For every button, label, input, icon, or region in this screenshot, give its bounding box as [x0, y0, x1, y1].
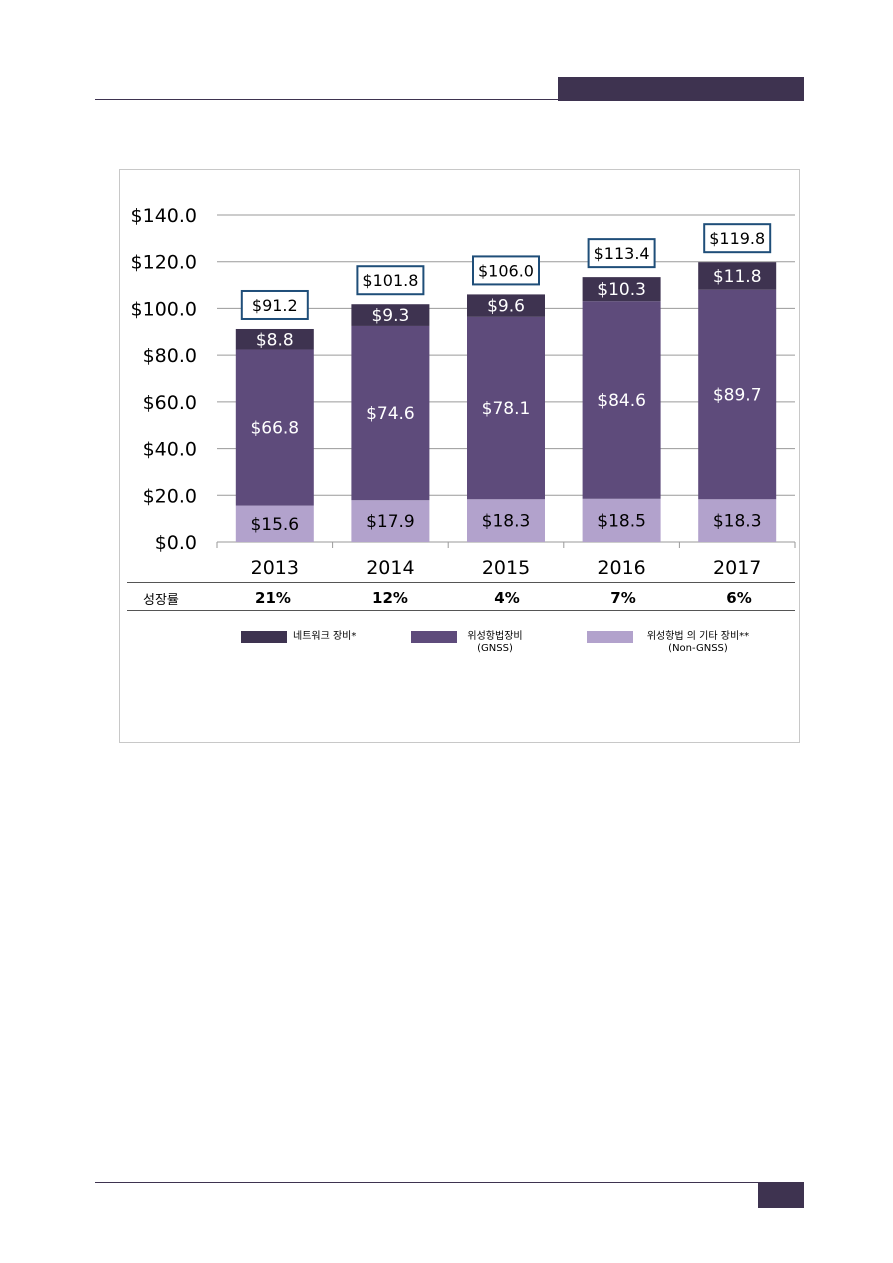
growth-row-label: 성장률 [143, 593, 179, 608]
bar-value-label-gnss: $89.7 [713, 385, 762, 405]
bar-value-label-non-gnss: $18.3 [482, 512, 531, 532]
bar-segment-non-gnss [582, 498, 661, 542]
x-category-label: 2017 [713, 557, 761, 579]
header-rule [95, 99, 558, 100]
total-value-label: $101.8 [362, 271, 418, 290]
chart-frame [119, 169, 800, 743]
total-value-box [472, 255, 540, 286]
bar-segment-network [698, 262, 777, 290]
bar-value-label-non-gnss: $17.9 [366, 512, 415, 532]
bar-segment-non-gnss [235, 505, 314, 542]
growth-bottom-rule [127, 610, 795, 611]
bar-value-label-network: $11.8 [713, 267, 762, 287]
legend-gnss-line1: 위성항법장비 [467, 631, 523, 642]
bar-value-label-network: $9.6 [487, 297, 525, 317]
growth-value-2016: 7% [610, 589, 636, 607]
x-category-label: 2014 [366, 557, 414, 579]
bar-segment-gnss [467, 316, 545, 500]
bar-value-label-gnss: $78.1 [482, 399, 531, 419]
footer-rule [95, 1182, 758, 1183]
bar-value-label-non-gnss: $15.6 [250, 515, 299, 535]
legend-non-gnss-line2: (Non-GNSS) [668, 643, 728, 654]
bar-value-label-gnss: $84.6 [597, 391, 646, 411]
bar-segment-non-gnss [467, 499, 545, 542]
y-tick-label: $120.0 [131, 252, 197, 274]
bar-segment-gnss [698, 289, 777, 500]
total-value-label: $91.2 [252, 296, 298, 315]
total-value-label: $113.4 [594, 244, 650, 263]
y-tick-label: $140.0 [131, 205, 197, 227]
legend-network-line1: 네트워크 장비* [293, 631, 357, 642]
header-accent-bar [558, 77, 804, 101]
bar-segment-non-gnss [351, 500, 430, 542]
y-tick-label: $100.0 [131, 298, 197, 320]
bar-segment-network [351, 304, 430, 326]
legend-non-gnss-line1: 위성항법 의 기타 장비** [646, 631, 750, 642]
y-tick-label: $60.0 [143, 392, 197, 414]
x-category-label: 2015 [482, 557, 530, 579]
legend-swatch-gnss [411, 631, 457, 643]
legend-label-non-gnss: 위성항법 의 기타 장비** (Non-GNSS) [636, 631, 760, 655]
legend-label-network: 네트워크 장비* [293, 631, 373, 643]
x-category-label: 2013 [251, 557, 299, 579]
bar-segment-gnss [351, 325, 430, 501]
bar-segment-gnss [235, 349, 314, 506]
bar-segment-network [235, 328, 314, 350]
bar-value-label-non-gnss: $18.5 [597, 511, 646, 531]
total-value-box [703, 223, 772, 254]
total-value-box [240, 289, 309, 320]
bar-segment-network [582, 277, 661, 302]
bar-value-label-non-gnss: $18.3 [713, 512, 762, 532]
total-value-label: $106.0 [478, 261, 534, 280]
legend-swatch-network [241, 631, 287, 643]
y-tick-label: $20.0 [143, 485, 197, 507]
bar-segment-non-gnss [698, 499, 777, 542]
growth-value-2017: 6% [726, 589, 752, 607]
bar-value-label-network: $8.8 [256, 330, 294, 350]
total-value-label: $119.8 [709, 229, 765, 248]
bar-value-label-network: $10.3 [597, 280, 646, 300]
y-tick-label: $80.0 [143, 345, 197, 367]
bar-value-label-gnss: $74.6 [366, 404, 415, 424]
bar-value-label-gnss: $66.8 [250, 419, 299, 439]
bar-segment-gnss [582, 301, 661, 499]
x-category-label: 2016 [597, 557, 645, 579]
y-tick-label: $0.0 [155, 532, 197, 554]
y-tick-label: $40.0 [143, 439, 197, 461]
growth-value-2013: 21% [255, 589, 291, 607]
legend-gnss-line2: (GNSS) [477, 643, 513, 654]
bar-segment-network [467, 294, 545, 317]
footer-page-block [758, 1182, 804, 1208]
growth-value-2014: 12% [372, 589, 408, 607]
growth-value-2015: 4% [494, 589, 520, 607]
total-value-box [587, 238, 656, 269]
legend-label-gnss: 위성항법장비 (GNSS) [455, 631, 535, 655]
growth-top-rule [127, 582, 795, 583]
legend-swatch-non-gnss [587, 631, 633, 643]
bar-value-label-network: $9.3 [371, 306, 409, 326]
total-value-box [356, 265, 425, 296]
